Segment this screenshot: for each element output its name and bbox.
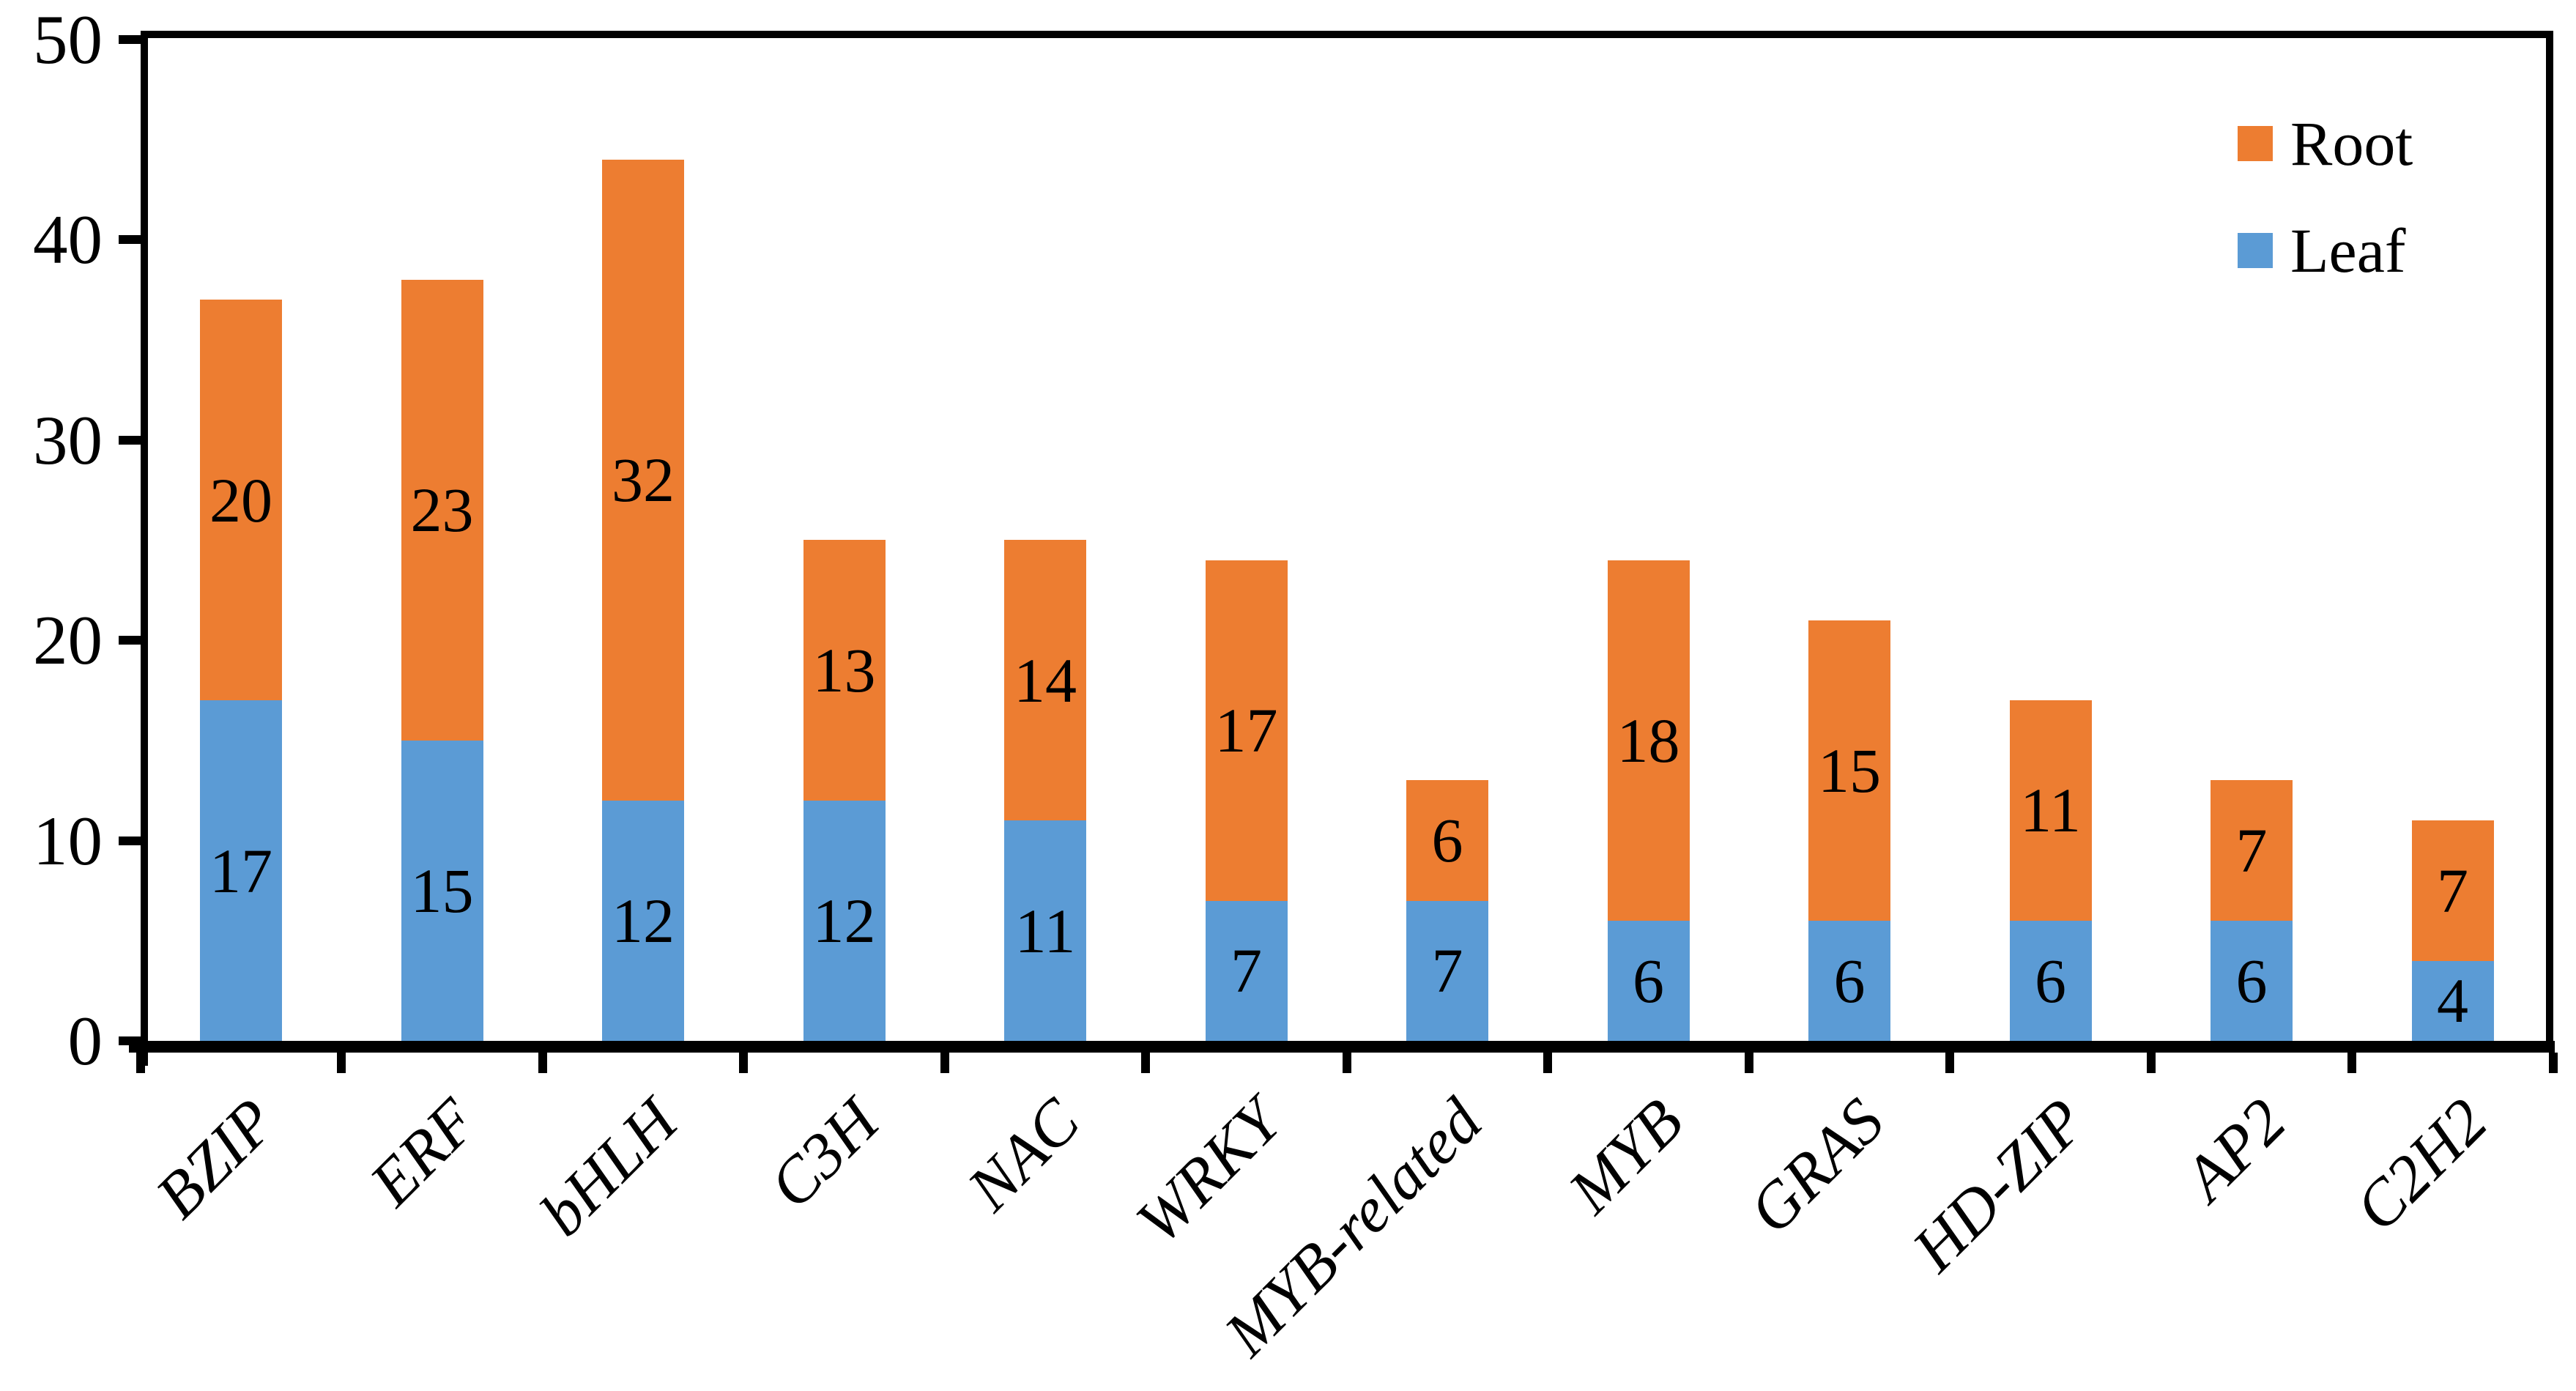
root-value-label: 23 <box>410 475 474 546</box>
legend-label-root: Root <box>2290 108 2413 179</box>
x-axis-tick <box>136 1053 145 1073</box>
x-axis-tick <box>337 1053 346 1073</box>
leaf-value-label: 6 <box>1833 945 1866 1016</box>
bar-root-segment: 18 <box>1607 560 1690 921</box>
bar-root-segment: 13 <box>803 540 886 801</box>
y-axis-tick <box>119 34 141 44</box>
x-axis-tick <box>739 1053 749 1073</box>
y-axis-tick <box>119 636 141 645</box>
bar-leaf-segment: 7 <box>1406 900 1488 1041</box>
leaf-value-label: 6 <box>2235 945 2268 1016</box>
x-axis-tick <box>940 1053 949 1073</box>
root-value-label: 6 <box>1431 805 1463 876</box>
bar-leaf-segment: 12 <box>803 800 886 1041</box>
root-color-swatch <box>2238 126 2273 161</box>
bar-root-segment: 15 <box>1808 620 1890 921</box>
leaf-color-swatch <box>2238 233 2273 268</box>
bar-leaf-segment: 6 <box>1607 920 1690 1041</box>
bar-root-segment: 7 <box>2411 820 2494 961</box>
bar-leaf-segment: 15 <box>401 740 483 1041</box>
x-axis-tick <box>2146 1053 2156 1073</box>
x-axis-line <box>129 1041 2555 1053</box>
leaf-value-label: 15 <box>410 855 474 926</box>
bar-leaf-segment: 7 <box>1205 900 1288 1041</box>
y-axis-tick <box>119 435 141 445</box>
root-value-label: 11 <box>2020 775 2081 846</box>
x-axis-tick <box>1945 1053 1955 1073</box>
y-axis-label: 10 <box>33 801 103 880</box>
bar-root-segment: 11 <box>2009 700 2092 921</box>
root-value-label: 15 <box>1818 735 1881 806</box>
x-axis-tick <box>2347 1053 2357 1073</box>
bar-leaf-segment: 17 <box>200 700 282 1041</box>
root-value-label: 32 <box>612 445 675 516</box>
y-axis-tick <box>119 235 141 244</box>
x-axis-tick <box>2548 1053 2558 1073</box>
y-axis-tick <box>119 836 141 845</box>
legend-item-leaf: Leaf <box>2238 219 2406 282</box>
y-axis-line <box>141 31 148 1066</box>
x-axis-tick <box>1543 1053 1553 1073</box>
root-value-label: 7 <box>2235 815 2268 886</box>
bar-root-segment: 14 <box>1004 540 1086 821</box>
plot-top-border <box>141 31 2553 38</box>
bar-leaf-segment: 6 <box>2009 920 2092 1041</box>
bar-root-segment: 7 <box>2211 780 2293 921</box>
leaf-value-label: 6 <box>2035 945 2066 1016</box>
leaf-value-label: 11 <box>1014 895 1076 966</box>
leaf-value-label: 7 <box>1231 935 1262 1006</box>
root-value-label: 13 <box>812 635 876 706</box>
y-axis-label: 40 <box>33 201 103 278</box>
x-axis-tick <box>1141 1053 1151 1073</box>
plot-right-border <box>2546 31 2553 1053</box>
x-axis-tick <box>1342 1053 1351 1073</box>
leaf-value-label: 12 <box>812 885 876 956</box>
y-axis-label: 20 <box>33 601 103 679</box>
leaf-value-label: 6 <box>1633 945 1664 1016</box>
legend-item-root: Root <box>2238 112 2413 175</box>
x-axis-tick <box>1744 1053 1753 1073</box>
bar-leaf-segment: 6 <box>1808 920 1890 1041</box>
leaf-value-label: 4 <box>2437 965 2468 1036</box>
bar-root-segment: 20 <box>200 300 282 701</box>
bar-root-segment: 23 <box>401 279 483 741</box>
bar-leaf-segment: 11 <box>1004 820 1086 1041</box>
root-value-label: 17 <box>1214 695 1278 766</box>
y-axis-label: 0 <box>67 1002 103 1080</box>
y-axis-label: 30 <box>33 401 103 479</box>
bar-leaf-segment: 6 <box>2211 920 2293 1041</box>
bar-root-segment: 6 <box>1406 780 1488 901</box>
leaf-value-label: 12 <box>612 885 675 956</box>
y-axis-tick <box>119 1036 141 1045</box>
leaf-value-label: 7 <box>1431 935 1463 1006</box>
x-axis-tick <box>538 1053 547 1073</box>
bar-root-segment: 17 <box>1205 560 1288 901</box>
bar-root-segment: 32 <box>602 159 684 801</box>
root-value-label: 7 <box>2437 855 2468 926</box>
root-value-label: 14 <box>1014 645 1077 716</box>
root-value-label: 20 <box>209 464 272 535</box>
bar-leaf-segment: 12 <box>602 800 684 1041</box>
y-axis-label: 50 <box>33 0 103 78</box>
leaf-value-label: 17 <box>209 835 272 906</box>
legend-label-leaf: Leaf <box>2290 215 2406 286</box>
root-value-label: 18 <box>1617 705 1680 776</box>
bar-leaf-segment: 4 <box>2411 960 2494 1041</box>
